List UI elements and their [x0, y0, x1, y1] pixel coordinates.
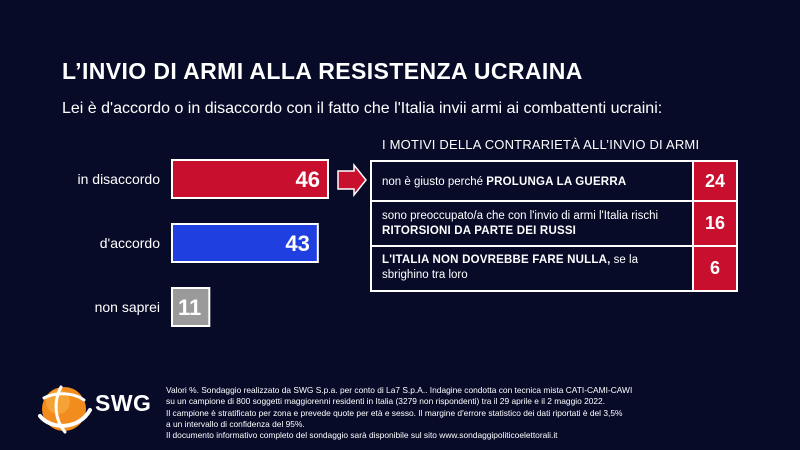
reason-text-normal: non è giusto perché	[382, 176, 487, 188]
reason-text: L'ITALIA NON DOVREBBE FARE NULLA, se la …	[382, 253, 676, 283]
footnote: Valori %. Sondaggio realizzato da SWG S.…	[166, 385, 766, 441]
bar-value-label: 11	[178, 295, 201, 320]
bar	[171, 223, 319, 263]
reason-text-normal: se la sbrighino tra loro	[382, 254, 638, 281]
footnote-line: a un intervallo di confidenza del 95%.	[166, 418, 305, 429]
reason-row: L'ITALIA NON DOVREBBE FARE NULLA, se la …	[372, 247, 736, 290]
reason-text-normal: sono preoccupato/a che con l'invio di ar…	[382, 210, 659, 222]
reason-text: sono preoccupato/a che con l'invio di ar…	[382, 209, 686, 239]
bar-value-label: 43	[285, 231, 309, 256]
chart-title: L’INVIO DI ARMI ALLA RESISTENZA UCRAINA	[62, 58, 583, 84]
bar	[171, 159, 329, 199]
reason-value: 6	[692, 247, 736, 290]
chart-subtitle: Lei è d'accordo o in disaccordo con il f…	[62, 100, 663, 117]
bars-layer: in disaccordo 46 d'accordo 43 non saprei 11	[78, 159, 329, 327]
category-label: in disaccordo	[78, 171, 161, 187]
reason-text-bold: PROLUNGA LA GUERRA	[486, 176, 627, 188]
reason-value: 16	[692, 202, 736, 245]
reason-row: non è giusto perché PROLUNGA LA GUERRA 2…	[372, 162, 736, 202]
footnote-line: Il campione è stratificato per zona e pr…	[166, 407, 623, 418]
bar	[171, 287, 211, 327]
arrow-icon	[337, 162, 367, 198]
reason-value: 24	[692, 162, 736, 200]
reason-text-bold: L'ITALIA NON DOVREBBE FARE NULLA,	[382, 254, 611, 266]
reason-text-bold: RITORSIONI DA PARTE DEI RUSSI	[382, 225, 577, 237]
bar-value-label: 46	[296, 167, 320, 192]
footnote-line: Valori %. Sondaggio realizzato da SWG S.…	[166, 385, 633, 395]
category-label: d'accordo	[100, 235, 160, 251]
reason-row: sono preoccupato/a che con l'invio di ar…	[372, 202, 736, 247]
reasons-title: I MOTIVI DELLA CONTRARIETÀ ALL’INVIO DI …	[382, 137, 700, 152]
footnote-line: Il documento informativo completo del so…	[166, 430, 558, 441]
footnote-line: su un campione di 800 soggetti maggioren…	[166, 396, 606, 407]
reason-text: non è giusto perché PROLUNGA LA GUERRA	[382, 175, 686, 190]
reasons-table: non è giusto perché PROLUNGA LA GUERRA 2…	[370, 160, 738, 292]
logo-text: SWG	[95, 390, 152, 416]
swg-globe-icon	[38, 385, 92, 434]
category-label: non saprei	[95, 299, 160, 315]
